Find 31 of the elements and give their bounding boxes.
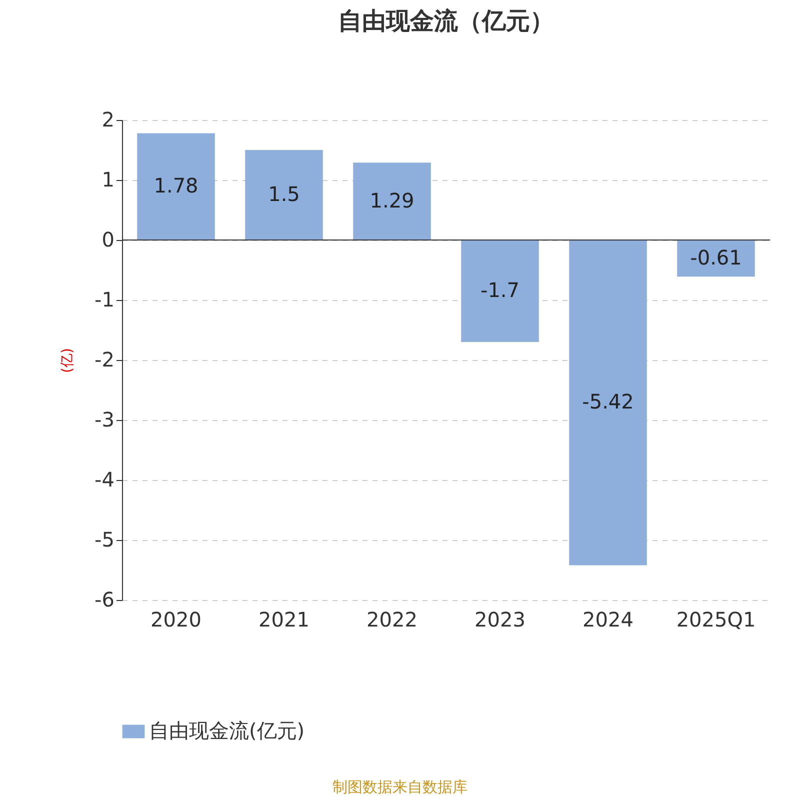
- data-label: -0.61: [690, 245, 742, 270]
- bar: [569, 240, 647, 566]
- y-tick-label: -5: [94, 528, 114, 552]
- y-tick-label: -6: [94, 588, 114, 612]
- bar: [137, 133, 215, 240]
- x-tick-label: 2023: [474, 608, 526, 632]
- y-tick-label: 2: [102, 108, 114, 132]
- data-label: 1.29: [370, 188, 414, 212]
- y-tick-label: -2: [94, 348, 114, 372]
- data-label: -5.42: [582, 390, 634, 414]
- text: 制图数据来自数据库: [332, 778, 468, 797]
- data-label: -1.7: [480, 278, 520, 302]
- y-tick-label: -3: [94, 408, 114, 432]
- y-tick-label: -1: [94, 288, 114, 312]
- data-label: 1.5: [268, 182, 300, 206]
- x-tick-label: 2021: [258, 608, 310, 632]
- bar: [353, 162, 431, 240]
- y-tick-label: 1: [102, 168, 114, 192]
- data-label: 1.78: [154, 174, 198, 198]
- legend-label: 自由现金流(亿元): [149, 718, 305, 742]
- x-tick-label: 2020: [150, 608, 202, 632]
- y-axis-title: (亿): [60, 348, 76, 373]
- chart-title: 自由现金流（亿元）: [338, 7, 554, 35]
- x-tick-label: 2025Q1: [676, 608, 756, 632]
- y-tick-label: -4: [94, 468, 114, 492]
- bar: [245, 150, 323, 240]
- bar: [677, 240, 755, 277]
- x-tick-label: 2022: [366, 608, 418, 632]
- bar: [461, 240, 539, 342]
- y-tick-label: 0: [102, 228, 114, 252]
- x-tick-label: 2024: [582, 608, 634, 632]
